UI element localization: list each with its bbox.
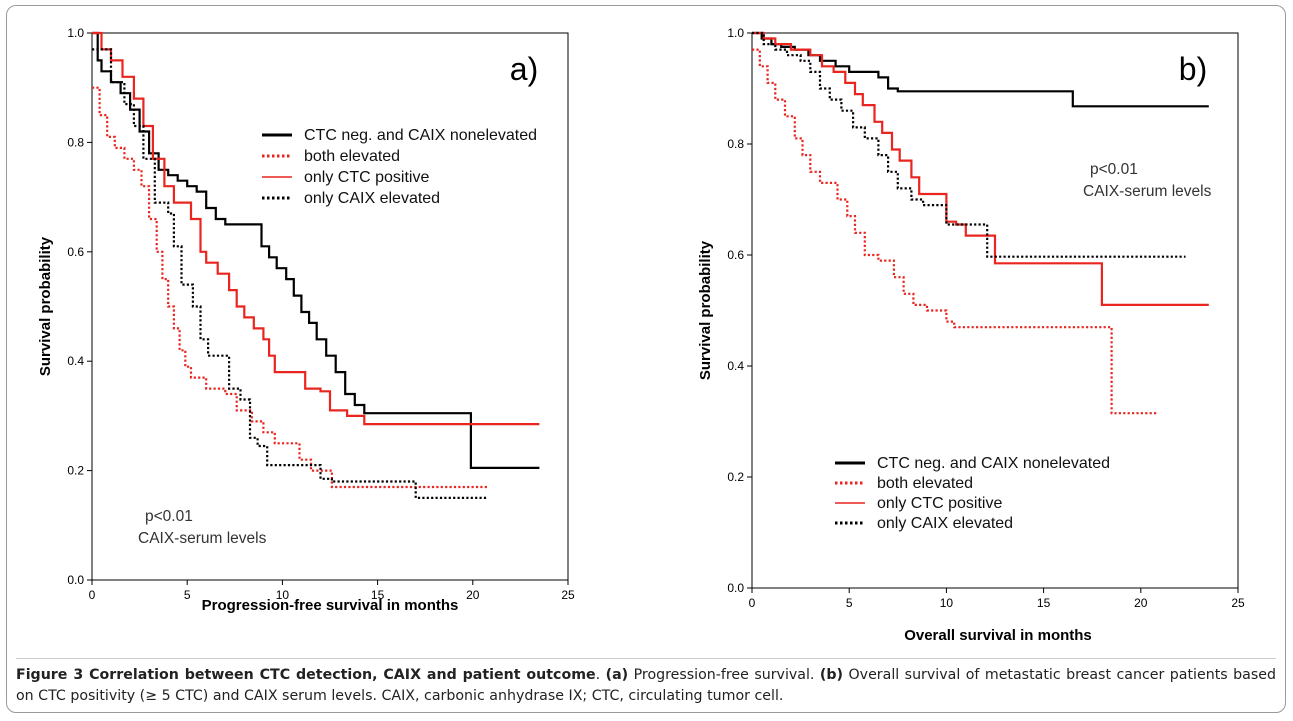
annotation-text: p<0.01 [1090,161,1138,178]
caption-part-a-label: (a) [605,667,629,683]
legend-b: CTC neg. and CAIX nonelevated both elevat… [835,455,1110,532]
x-tick-label: 25 [561,588,575,602]
series-line-a-3 [92,48,488,499]
annotation-text: p<0.01 [145,508,193,525]
x-tick-label: 0 [89,588,96,602]
figure-caption: Figure 3 Correlation between CTC detecti… [16,658,1276,707]
x-axis-label: Overall survival in months [904,627,1092,644]
y-tick-label: 0.6 [727,248,744,262]
legend-label: CTC neg. and CAIX nonelevated [877,455,1110,472]
legend-label: only CAIX elevated [877,515,1013,532]
plot-area-a [91,32,569,581]
caption-part-a-text: Progression-free survival. [628,667,820,683]
series-line-b-0 [752,31,1209,108]
legend-label: only CTC positive [877,495,1002,512]
legend-label: only CAIX elevated [304,190,440,207]
x-tick-label: 10 [276,588,290,602]
annotation-text: CAIX-serum levels [1083,183,1212,200]
series-line-a-1 [92,86,488,489]
series-line-b-1 [752,48,1157,415]
y-tick-label: 0.8 [727,137,744,151]
y-tick-label: 0.2 [67,464,84,478]
plot-area-b [751,32,1239,589]
y-tick-label: 0.4 [727,359,744,373]
y-tick-label: 0.0 [727,581,744,595]
panel-label: b) [1179,51,1207,87]
figure-frame [6,5,1286,713]
legend-label: CTC neg. and CAIX nonelevated [304,127,537,144]
legend-label: both elevated [304,148,400,165]
panel-label: a) [510,51,538,87]
x-tick-label: 20 [1134,596,1148,610]
legend-label: both elevated [877,475,973,492]
x-tick-label: 15 [1037,596,1051,610]
x-tick-label: 5 [846,596,853,610]
x-tick-label: 5 [184,588,191,602]
series-line-b-3 [752,31,1186,258]
figure-svg: 0 5 10 15 20 25 0.0 0.2 0.4 0.6 0.8 1.0 Progression-… [37,26,1245,644]
series-line-a-2 [92,31,540,426]
y-tick-label: 0.4 [67,354,84,368]
x-tick-label: 25 [1231,596,1245,610]
caption-part-b-text: Overall survival of metastatic breast ca… [16,667,1276,704]
legend-label: only CTC positive [304,169,429,186]
y-axis-label: Survival probability [37,236,54,376]
y-tick-label: 0.2 [727,470,744,484]
series-line-a-0 [92,31,540,469]
caption-part-b-label: (b) [819,667,844,683]
chart-panel-b: 0 5 10 15 20 25 0.0 0.2 0.4 0.6 0.8 1.0 Overall surv… [697,26,1245,644]
caption-title: Figure 3 Correlation between CTC detecti… [16,667,596,683]
legend-a: CTC neg. and CAIX nonelevated both elevat… [262,127,537,207]
annotation-text: CAIX-serum levels [138,530,267,547]
x-tick-label: 10 [940,596,954,610]
x-tick-label: 15 [371,588,385,602]
y-axis-label: Survival probability [697,240,714,380]
y-tick-label: 1.0 [67,26,84,40]
x-tick-label: 0 [749,596,756,610]
x-tick-label: 20 [466,588,480,602]
chart-panel-a: 0 5 10 15 20 25 0.0 0.2 0.4 0.6 0.8 1.0 Progression-… [37,26,575,614]
y-tick-label: 0.8 [67,135,84,149]
y-tick-label: 0.0 [67,573,84,587]
y-tick-label: 0.6 [67,245,84,259]
y-tick-label: 1.0 [727,26,744,40]
series-line-b-2 [752,31,1209,306]
x-axis-label: Progression-free survival in months [202,597,459,614]
